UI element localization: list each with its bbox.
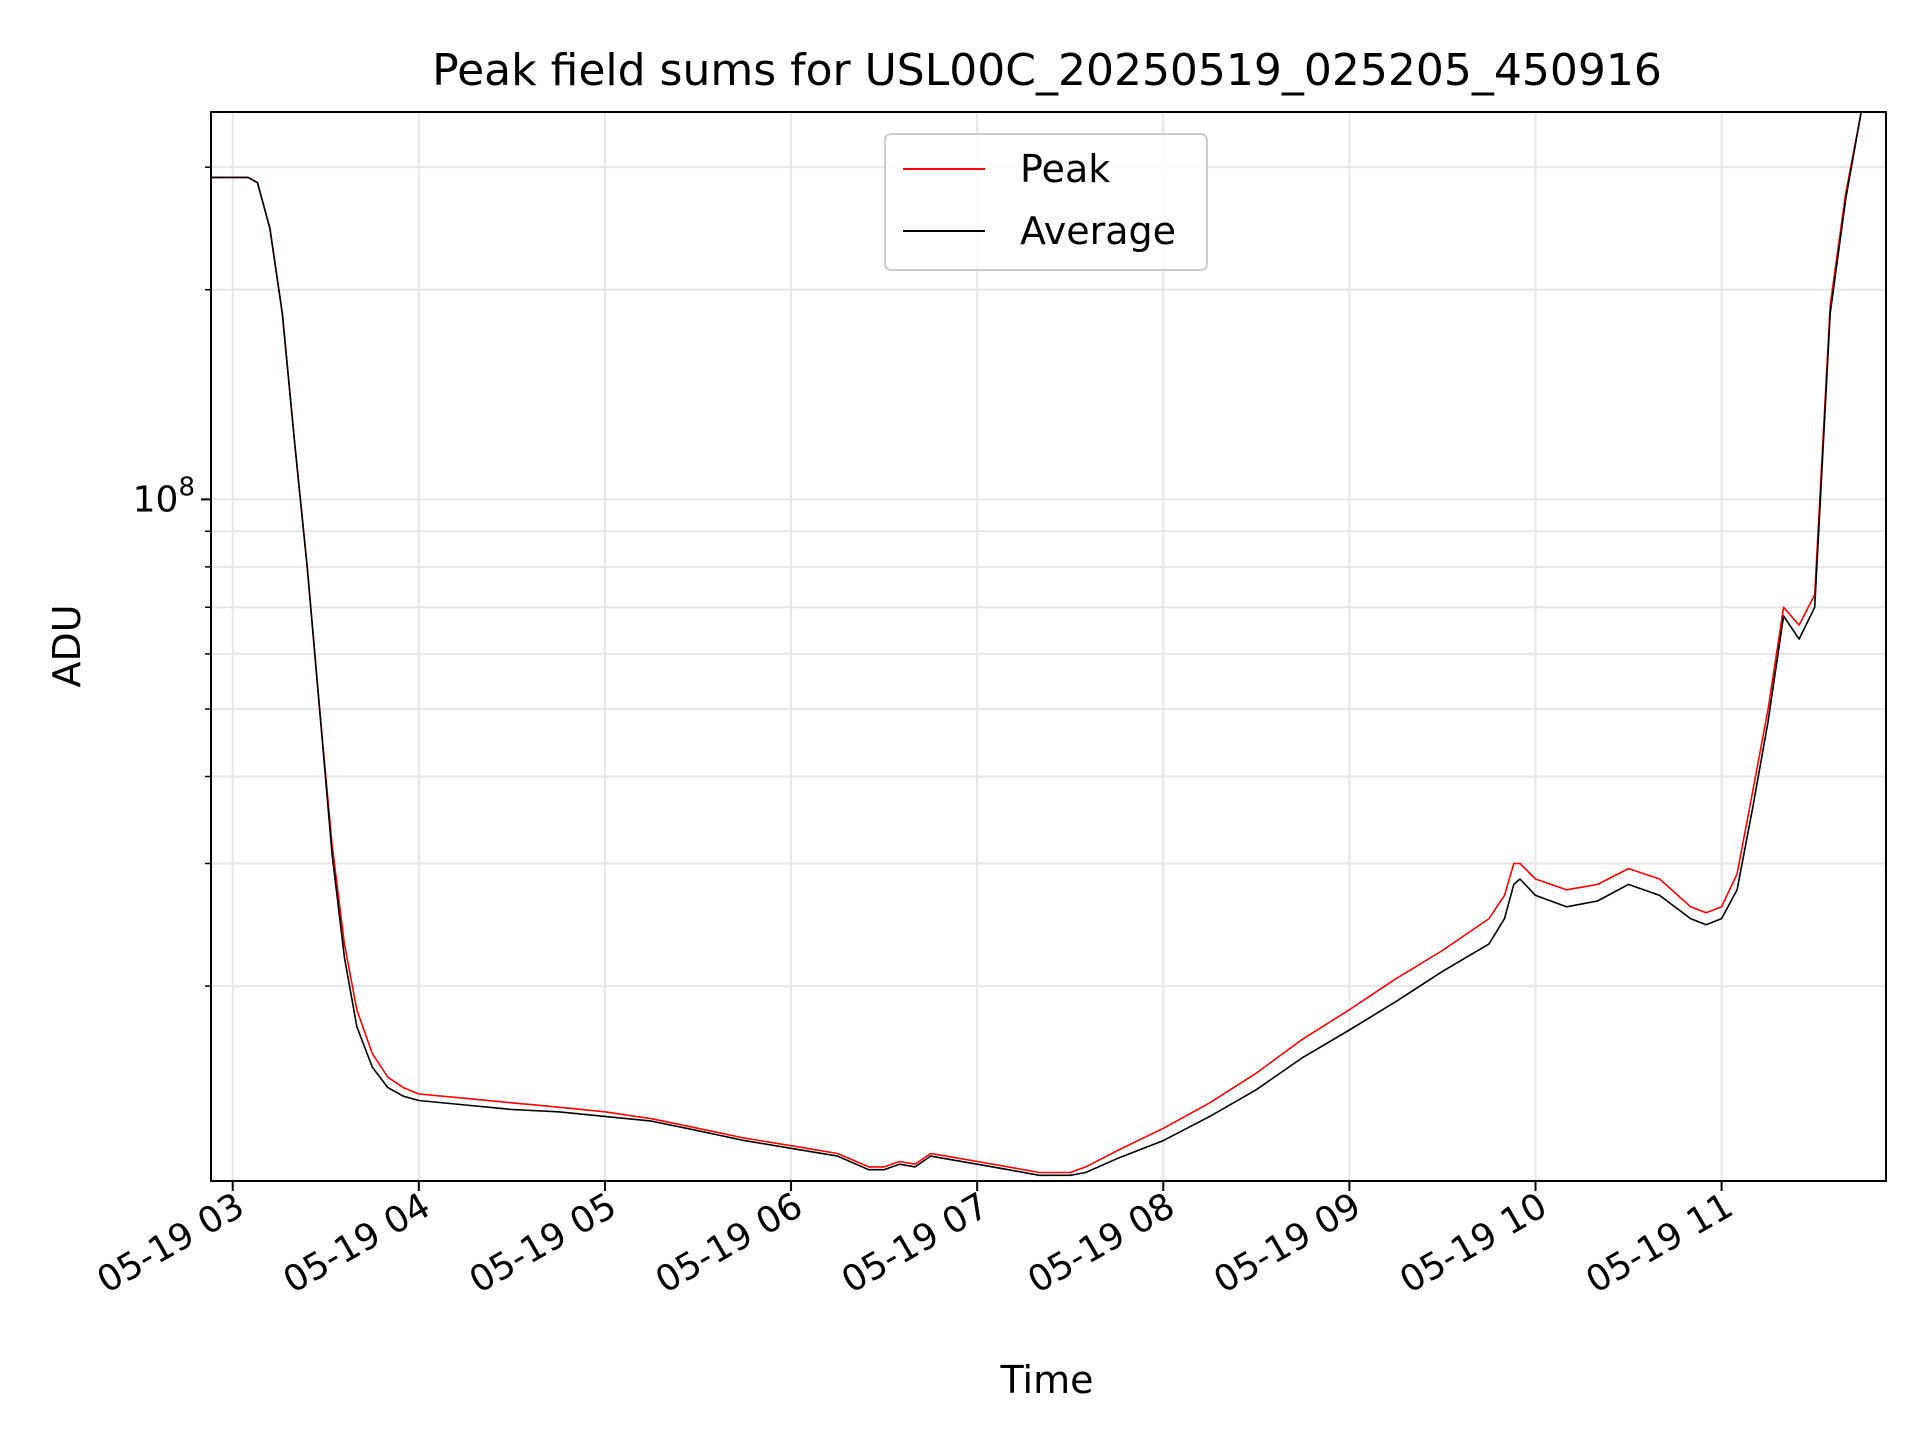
series-layer: [211, 112, 1886, 1177]
plot-frame: [210, 111, 1887, 1182]
y-axis: 108: [133, 166, 211, 987]
y-tick-label: 108: [133, 472, 195, 520]
legend-label-peak: Peak: [1020, 147, 1110, 191]
y-axis-label: ADU: [45, 604, 89, 687]
x-axis-label: Time: [1000, 1358, 1094, 1402]
legend: Peak Average: [884, 133, 1208, 271]
grid: [211, 112, 1886, 1181]
chart-title: Peak field sums for USL00C_20250519_0252…: [432, 45, 1662, 96]
series-line-average: [211, 112, 1886, 1177]
legend-label-average: Average: [1020, 209, 1176, 253]
series-line-peak: [211, 112, 1886, 1174]
